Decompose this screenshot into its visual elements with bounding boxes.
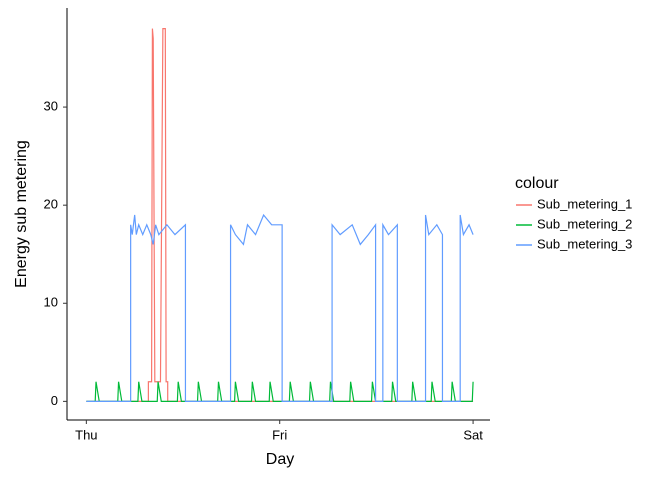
series-line — [86, 28, 474, 402]
y-tick-label: 0 — [51, 393, 58, 408]
legend-label: Sub_metering_3 — [537, 236, 632, 251]
legend-label: Sub_metering_2 — [537, 216, 632, 231]
x-tick-label: Fri — [272, 427, 287, 442]
y-tick-label: 20 — [44, 197, 58, 212]
legend-label: Sub_metering_1 — [537, 196, 632, 211]
y-tick-label: 30 — [44, 99, 58, 114]
series-line — [86, 381, 474, 402]
y-axis-title: Energy sub metering — [13, 140, 30, 288]
y-tick-label: 10 — [44, 295, 58, 310]
x-axis-title: Day — [266, 451, 294, 468]
x-tick-label: Thu — [75, 427, 97, 442]
x-tick-label: Sat — [463, 427, 483, 442]
series-line — [86, 213, 474, 402]
legend-title: colour — [515, 175, 559, 192]
